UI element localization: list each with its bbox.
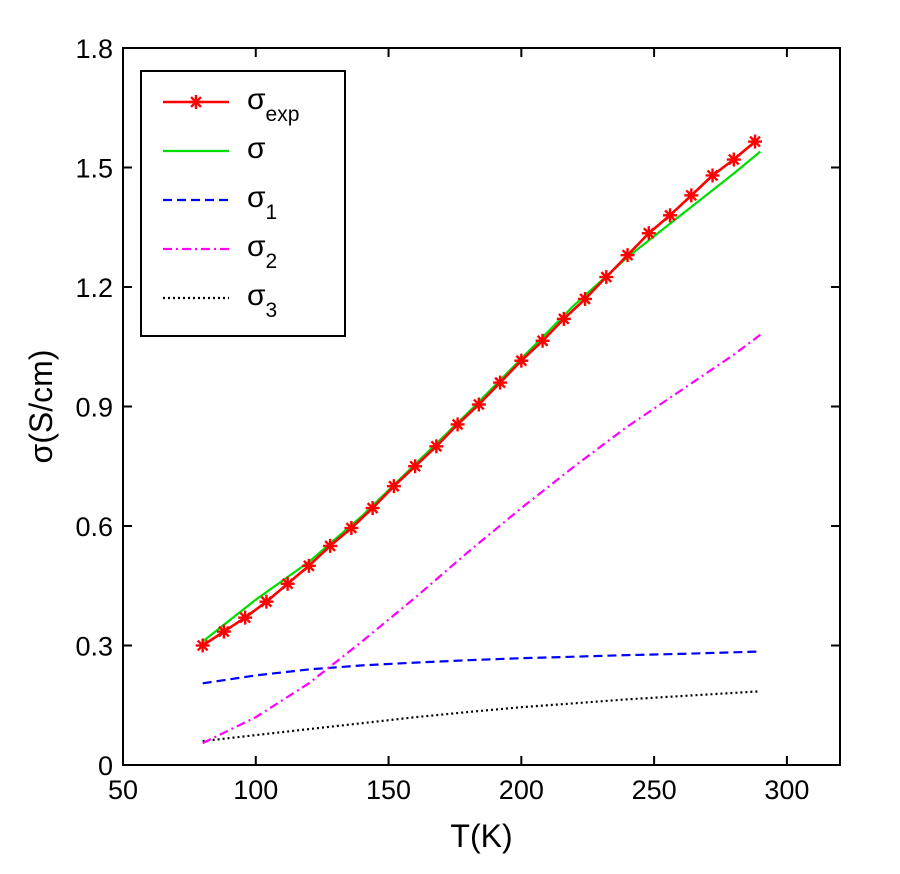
legend-symbol: σ [247, 83, 266, 116]
data-point-star [748, 134, 763, 149]
y-tick-label: 1.8 [75, 34, 113, 64]
star-stroke [621, 249, 634, 261]
data-point-star [641, 226, 656, 241]
data-point-star [450, 417, 465, 432]
star-stroke [388, 480, 400, 492]
series-line-total [202, 150, 762, 643]
star-stroke [515, 354, 528, 367]
y-tick-label: 1.2 [75, 273, 113, 303]
data-point-star [259, 594, 274, 609]
star-stroke [685, 189, 698, 202]
star-stroke [558, 313, 570, 325]
star-stroke [600, 271, 613, 283]
star-stroke [196, 639, 209, 652]
x-tick-label: 200 [499, 775, 544, 805]
y-tick-label: 0 [98, 751, 113, 781]
star-stroke [451, 418, 464, 431]
data-point-star [238, 610, 253, 625]
data-point-star [726, 152, 741, 167]
legend-entry-s2: σ2 [163, 230, 277, 273]
x-tick-label: 150 [366, 775, 411, 805]
x-tick-label: 300 [764, 775, 809, 805]
star-stroke [281, 577, 294, 590]
legend-subscript: exp [266, 103, 300, 126]
star-stroke [409, 460, 421, 473]
legend-subscript: 3 [266, 299, 278, 322]
data-point-star [195, 638, 210, 653]
data-point-star [705, 168, 720, 183]
star-stroke [749, 135, 761, 148]
star-stroke [345, 522, 358, 534]
star-stroke [218, 625, 230, 638]
x-tick-label: 250 [632, 775, 677, 805]
data-point-star [471, 397, 486, 412]
legend-entry-exp: σexp [163, 83, 299, 126]
data-point-star [578, 291, 593, 306]
data-point-star [386, 479, 401, 494]
data-point-star [535, 333, 550, 348]
data-point-star [280, 576, 295, 591]
x-tick-label: 100 [233, 775, 278, 805]
legend-symbol: σ [247, 132, 266, 165]
legend-symbol: σ [247, 230, 266, 263]
legend-entry-s1: σ1 [163, 181, 277, 224]
data-point-star [684, 188, 699, 203]
legend-label-s3: σ3 [247, 279, 277, 322]
star-stroke [727, 153, 740, 166]
data-point-star [599, 270, 614, 285]
legend-symbol: σ [247, 279, 266, 312]
legend-label-total: σ [247, 132, 266, 165]
data-point-star [556, 311, 571, 326]
data-point-star [323, 538, 338, 553]
data-point-star [216, 624, 231, 639]
star-stroke [239, 611, 251, 624]
data-point-star [365, 501, 380, 516]
y-tick-label: 0.9 [75, 393, 113, 423]
x-axis-title: T(K) [450, 818, 512, 854]
data-point-star [408, 459, 423, 474]
star-stroke [664, 209, 676, 222]
star-stroke [706, 169, 719, 182]
star-stroke [643, 227, 655, 240]
y-tick-label: 0.3 [75, 632, 113, 662]
star-stroke [536, 334, 549, 347]
star-stroke [473, 398, 485, 411]
series-layer [195, 134, 763, 745]
legend-entry-s3: σ3 [163, 279, 277, 322]
star-stroke [324, 540, 336, 552]
data-point-star [189, 95, 203, 109]
legend-symbol: σ [247, 181, 266, 214]
x-tick-label: 50 [108, 775, 138, 805]
data-point-star [301, 558, 316, 573]
tick-layer: 50 100 150 200 250 300 0 0.3 0.6 0.9 1.2 1.5 1.8 [75, 34, 840, 805]
data-point-star [620, 248, 635, 263]
star-stroke [430, 440, 443, 453]
star-stroke [303, 560, 315, 572]
y-axis-title: σ(S/cm) [23, 350, 59, 464]
data-point-star [429, 439, 444, 454]
series-line-s1 [202, 650, 761, 685]
star-stroke [579, 293, 591, 305]
star-stroke [494, 376, 506, 389]
legend-label-exp: σexp [247, 83, 299, 126]
data-point-star [493, 375, 508, 390]
legend-subscript: 1 [266, 201, 278, 224]
data-point-star [514, 353, 529, 368]
data-point-star [663, 208, 678, 223]
series-line-s2 [202, 333, 761, 745]
y-tick-label: 0.6 [75, 512, 113, 542]
legend-label-s2: σ2 [247, 230, 277, 273]
star-stroke [260, 595, 273, 608]
data-point-star [344, 520, 359, 535]
legend-entry-total: σ [163, 132, 266, 165]
legend-box [140, 70, 346, 337]
star-stroke [190, 96, 202, 108]
y-tick-label: 1.5 [75, 154, 113, 184]
legend-label-s1: σ1 [247, 181, 277, 224]
legend-subscript: 2 [266, 250, 278, 273]
star-stroke [366, 502, 379, 514]
